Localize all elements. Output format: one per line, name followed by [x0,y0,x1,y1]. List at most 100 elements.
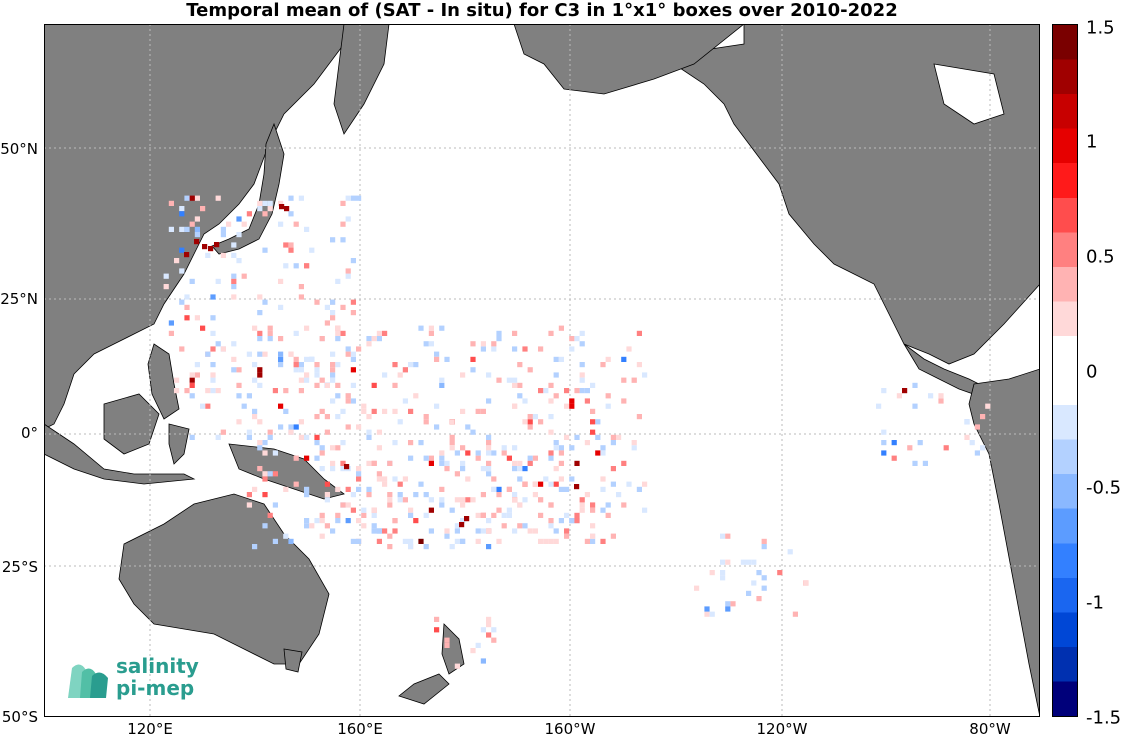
salinity-cell [184,226,190,232]
salinity-cell [522,346,528,352]
salinity-cell [590,538,596,544]
salinity-cell [704,606,710,612]
salinity-cell [517,393,523,399]
salinity-cell [350,258,356,264]
salinity-cell [330,377,336,383]
salinity-cell [330,528,336,534]
salinity-cell [298,284,304,290]
salinity-cell [496,377,502,383]
salinity-cell [387,502,393,508]
salinity-cell [501,450,507,456]
salinity-cell [621,502,627,508]
salinity-cell [226,221,232,227]
salinity-cell [288,247,294,253]
salinity-cell [720,559,726,565]
salinity-cell [288,211,294,217]
salinity-cell [200,206,206,212]
salinity-cell [413,518,419,524]
salinity-cell [881,429,887,435]
salinity-cell [356,538,362,544]
salinity-cell [293,263,299,269]
salinity-cell [283,388,289,394]
salinity-cell [532,414,538,420]
salinity-cell [267,200,273,206]
salinity-cell [501,523,507,529]
salinity-cell [330,310,336,316]
salinity-cell [350,310,356,316]
salinity-cell [319,408,325,414]
lat-label-50n: 50°N [0,140,38,158]
salinity-cell [548,450,554,456]
salinity-cell [413,393,419,399]
kamchatka-landmass [333,24,390,135]
salinity-cell [538,538,544,544]
salinity-cell [506,455,512,461]
salinity-cell [267,206,273,212]
salinity-cell [376,528,382,534]
salinity-cell [267,429,273,435]
salinity-cell [298,434,304,440]
salinity-cell [231,341,237,347]
salinity-cell [236,367,242,373]
map-canvas [44,24,1040,717]
salinity-cell [486,528,492,534]
salinity-cell [610,466,616,472]
salinity-cell [387,544,393,550]
salinity-cell [293,481,299,487]
salinity-cell [621,460,627,466]
salinity-cell [548,382,554,388]
salinity-cell [283,486,289,492]
salinity-cell [501,445,507,451]
salinity-cell [512,377,518,383]
salinity-cell [460,502,466,508]
salinity-cell [428,528,434,534]
salinity-cell [340,330,346,336]
salinity-cell [564,528,570,534]
salinity-cell [569,518,575,524]
salinity-cell [345,216,351,222]
salinity-cell [202,244,208,250]
salinity-cell [553,356,559,362]
salinity-cell [174,388,180,394]
salinity-cell [356,424,362,430]
salinity-cell [517,382,523,388]
salinity-cell [345,518,351,524]
salinity-cell [460,538,466,544]
salinity-cell [449,419,455,425]
salinity-cell [517,362,523,368]
salinity-cell [392,518,398,524]
lat-label-50s: 50°S [1,708,38,726]
salinity-cell [777,570,783,576]
salinity-cell [304,492,310,498]
salinity-cell [600,450,606,456]
tasmania-landmass [283,648,303,673]
salinity-cell [304,486,310,492]
salinity-cell [444,460,450,466]
salinity-cell [262,523,268,529]
new-zealand-north [441,623,465,675]
salinity-cell [527,528,533,534]
salinity-cell [512,497,518,503]
salinity-cell [387,533,393,539]
salinity-cell [371,523,377,529]
salinity-cell [423,512,429,518]
salinity-cell [267,512,273,518]
salinity-cell [532,492,538,498]
lon-label-80w: 80°W [969,720,1011,738]
salinity-cell [189,195,195,201]
salinity-cell [168,226,174,232]
salinity-cell [449,440,455,446]
salinity-cell [428,330,434,336]
salinity-cell [418,440,424,446]
salinity-cell [553,528,559,534]
salinity-cell [350,351,356,357]
salinity-cell [584,492,590,498]
salinity-cell [376,471,382,477]
salinity-cell [548,538,554,544]
salinity-cell [366,414,372,420]
japan-landmass [211,122,285,255]
salinity-cell [272,471,278,477]
salinity-cell [928,393,934,399]
salinity-cell [257,330,263,336]
salinity-cell [324,304,330,310]
